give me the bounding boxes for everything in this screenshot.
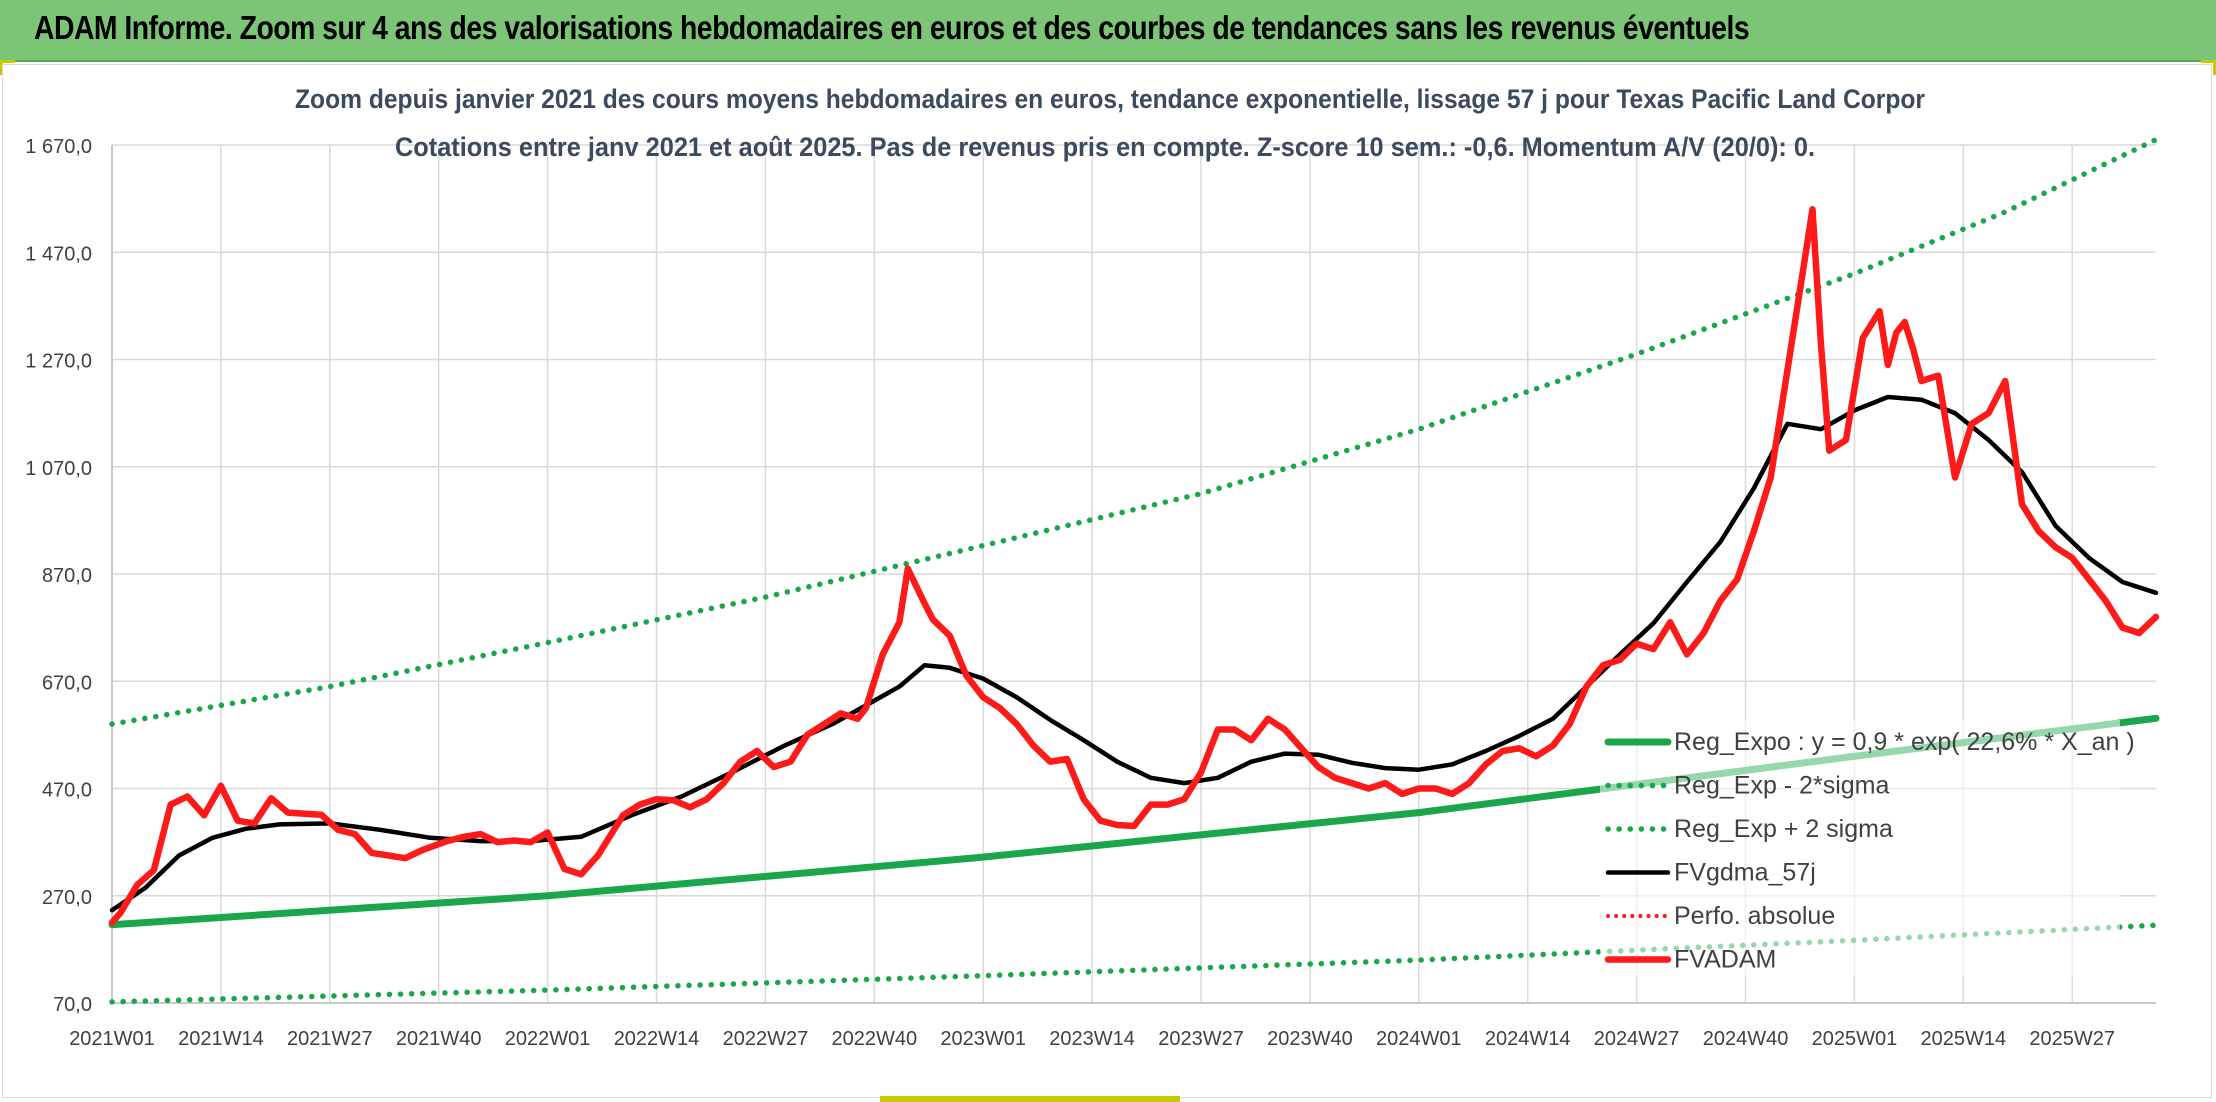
axis-layer: 1 670,0 1 470,0 1 270,0 1 070,0 870,0 670,0 47…	[25, 136, 2156, 1050]
y-tick-label: 1 070,0	[25, 458, 92, 480]
y-tick-label: 70,0	[53, 994, 92, 1016]
scroll-marker	[880, 1096, 1180, 1102]
x-tick-label: 2022W14	[614, 1028, 700, 1050]
x-tick-label: 2023W27	[1158, 1028, 1244, 1050]
x-tick-label: 2021W27	[287, 1028, 373, 1050]
reg-exp-minus-2sigma-line	[109, 922, 2159, 1005]
x-tick-label: 2024W14	[1485, 1028, 1571, 1050]
chart-title: Zoom depuis janvier 2021 des cours moyen…	[295, 84, 1925, 114]
x-tick-label: 2021W40	[396, 1028, 482, 1050]
legend-label: FVgdma_57j	[1674, 859, 1816, 887]
legend-label: Reg_Exp - 2*sigma	[1674, 772, 1889, 800]
x-tick-label: 2022W40	[831, 1028, 917, 1050]
x-tick-label: 2025W27	[2029, 1028, 2115, 1050]
fvadam-line	[108, 206, 2160, 926]
x-tick-label: 2023W14	[1049, 1028, 1135, 1050]
corner-marker-right	[2201, 60, 2216, 75]
x-tick-label: 2021W01	[69, 1028, 155, 1050]
corner-marker-left	[0, 60, 15, 75]
y-tick-label: 670,0	[42, 672, 92, 694]
y-tick-label: 870,0	[42, 565, 92, 587]
x-tick-label: 2021W14	[178, 1028, 264, 1050]
x-tick-label: 2024W40	[1703, 1028, 1789, 1050]
x-tick-label: 2022W01	[505, 1028, 591, 1050]
x-tick-label: 2025W14	[1921, 1028, 2007, 1050]
x-tick-label: 2024W27	[1594, 1028, 1680, 1050]
legend-label: Perfo. absolue	[1674, 902, 1835, 930]
x-tick-label: 2024W01	[1376, 1028, 1462, 1050]
legend-label: FVADAM	[1674, 946, 1776, 974]
y-tick-label: 270,0	[42, 887, 92, 909]
y-tick-label: 1 270,0	[25, 351, 92, 373]
legend-label: Reg_Exp + 2 sigma	[1674, 815, 1893, 843]
legend-label: Reg_Expo : y = 0,9 * exp( 22,6% * X_an )	[1674, 728, 2135, 756]
legend-background	[1600, 720, 2120, 976]
title-banner: ADAM Informe. Zoom sur 4 ans des valoris…	[0, 0, 2216, 62]
title-layer: Zoom depuis janvier 2021 des cours moyen…	[295, 84, 1925, 162]
y-tick-label: 1 470,0	[25, 243, 92, 265]
x-tick-label: 2022W27	[723, 1028, 809, 1050]
legend-layer: Reg_Expo : y = 0,9 * exp( 22,6% * X_an )…	[1604, 728, 2135, 974]
chart-subtitle: Cotations entre janv 2021 et août 2025. …	[395, 132, 1815, 162]
x-tick-label: 2023W01	[940, 1028, 1026, 1050]
y-tick-label: 1 670,0	[25, 136, 92, 158]
banner-title: ADAM Informe. Zoom sur 4 ans des valoris…	[34, 9, 1750, 46]
x-tick-label: 2023W40	[1267, 1028, 1353, 1050]
y-tick-label: 470,0	[42, 780, 92, 802]
x-tick-label: 2025W01	[1812, 1028, 1898, 1050]
reg-exp-plus-2sigma-line	[109, 136, 2159, 727]
